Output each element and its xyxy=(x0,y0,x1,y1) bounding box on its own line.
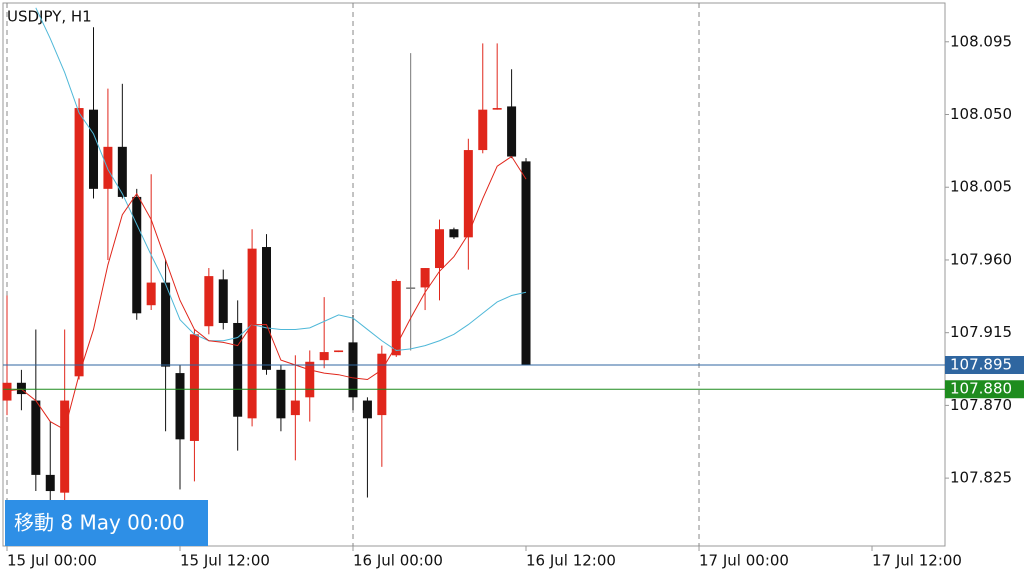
candle-body xyxy=(189,334,199,441)
candle-body xyxy=(449,229,459,238)
candle-body xyxy=(204,276,214,327)
x-tick-label: 17 Jul 00:00 xyxy=(699,552,789,570)
candle-body xyxy=(435,229,445,269)
candle-body xyxy=(74,108,84,377)
price-label: 107.895 xyxy=(950,356,1012,374)
moving-average xyxy=(6,155,527,431)
candle-body xyxy=(406,287,416,289)
price-label-box xyxy=(945,380,1024,399)
candle-body xyxy=(305,361,315,398)
candle-body xyxy=(117,146,127,197)
x-tick-label: 15 Jul 12:00 xyxy=(180,552,270,570)
y-tick-label: 107.960 xyxy=(950,250,1012,268)
navigate-button[interactable] xyxy=(5,500,208,546)
candle-body xyxy=(247,248,257,419)
candle-body xyxy=(262,247,272,370)
candle-body xyxy=(45,474,55,492)
y-tick-label: 108.050 xyxy=(950,105,1012,123)
candle-body xyxy=(463,150,473,238)
candle-body xyxy=(103,146,113,189)
y-tick-label: 108.095 xyxy=(950,32,1012,50)
candle-body xyxy=(362,400,372,419)
candle-body xyxy=(233,322,243,417)
candle-body xyxy=(146,282,156,306)
candle-body xyxy=(478,109,488,151)
y-tick-label: 107.870 xyxy=(950,396,1012,414)
candle-body xyxy=(348,342,358,398)
y-tick-label: 107.915 xyxy=(950,323,1012,341)
candle-body xyxy=(377,353,387,416)
navigate-button-label[interactable]: 移動 8 May 00:00 xyxy=(14,511,185,535)
candle-body xyxy=(492,108,502,110)
candle-body xyxy=(2,382,12,401)
candle-body xyxy=(60,400,70,493)
moving-average xyxy=(35,7,527,351)
candle-body xyxy=(89,109,99,189)
candle-body xyxy=(31,400,41,475)
candle-body xyxy=(218,279,228,323)
plot-frame xyxy=(2,2,946,547)
candle-body xyxy=(175,373,185,440)
candle-body xyxy=(16,382,26,395)
chart-title: USDJPY, H1 xyxy=(7,8,92,26)
candle-body xyxy=(161,282,171,367)
candle-body xyxy=(319,352,329,361)
price-label-box xyxy=(945,356,1024,374)
candle-body xyxy=(290,400,300,416)
ma-clip-group xyxy=(6,155,527,431)
candle-body xyxy=(391,280,401,356)
y-tick-label: 108.005 xyxy=(950,178,1012,196)
price-label: 107.880 xyxy=(950,380,1012,398)
ma-clip-group xyxy=(35,7,527,351)
x-tick-label: 16 Jul 12:00 xyxy=(526,552,616,570)
y-tick-label: 107.825 xyxy=(950,469,1012,487)
x-tick-label: 16 Jul 00:00 xyxy=(353,552,443,570)
x-tick-label: 17 Jul 12:00 xyxy=(872,552,962,570)
candle-body xyxy=(521,161,531,365)
candle-body xyxy=(334,350,344,353)
candle-body xyxy=(420,268,430,288)
candle-body xyxy=(132,196,142,314)
candle-body xyxy=(276,369,286,419)
candle-body xyxy=(507,106,517,157)
x-tick-label: 15 Jul 00:00 xyxy=(7,552,97,570)
